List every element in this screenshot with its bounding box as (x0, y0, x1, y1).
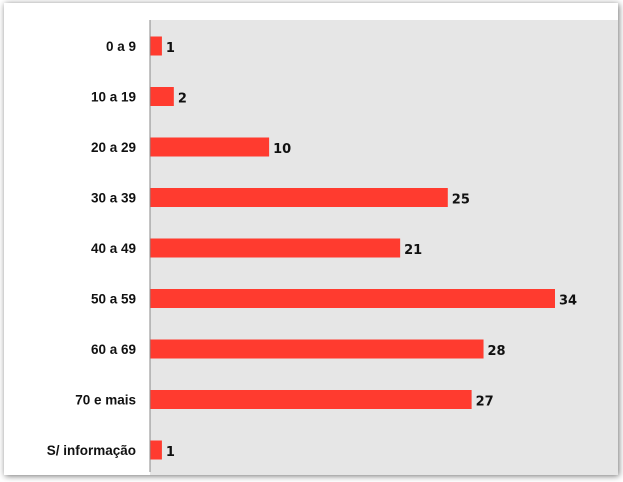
value-labels: 1 2 10 25 21 34 28 27 1 (166, 41, 577, 460)
value-label: 1 (166, 41, 175, 56)
bar-0 (150, 36, 162, 56)
value-label: 25 (452, 193, 470, 208)
bars-group (150, 36, 555, 460)
value-label: 2 (178, 92, 187, 107)
category-label: 70 e mais (75, 393, 136, 408)
bar-4 (150, 238, 401, 258)
bar-3 (150, 188, 448, 207)
category-label: 10 a 19 (91, 90, 136, 105)
value-label: 1 (166, 445, 175, 460)
bar-2 (150, 137, 270, 157)
value-label: 28 (488, 344, 506, 359)
value-label: 10 (273, 142, 291, 157)
category-label: 20 a 29 (91, 140, 136, 155)
category-label: 30 a 39 (91, 191, 136, 206)
category-label: 50 a 59 (91, 292, 136, 307)
category-label: 40 a 49 (91, 241, 136, 256)
category-label: 0 a 9 (106, 39, 136, 54)
category-label: 60 a 69 (91, 342, 136, 357)
category-label: S/ informação (47, 443, 136, 458)
bar-7 (150, 390, 472, 409)
value-label: 27 (476, 395, 494, 410)
bar-5 (150, 289, 555, 308)
bar-1 (150, 87, 174, 106)
value-label: 21 (404, 243, 422, 258)
value-label: 34 (559, 294, 577, 309)
bar-6 (150, 339, 484, 359)
bar-8 (150, 440, 162, 460)
category-labels: 0 a 9 10 a 19 20 a 29 30 a 39 40 a 49 50 a 59… (47, 39, 136, 458)
